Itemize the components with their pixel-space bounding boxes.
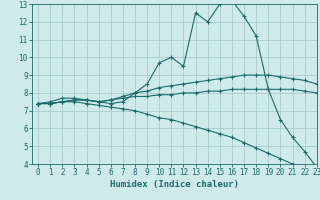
X-axis label: Humidex (Indice chaleur): Humidex (Indice chaleur): [110, 180, 239, 189]
